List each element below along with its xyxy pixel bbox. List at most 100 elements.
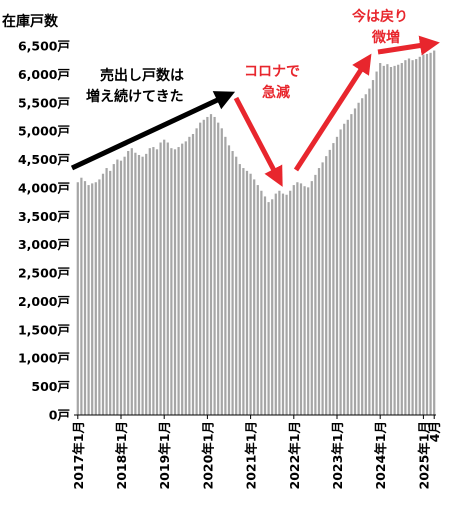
bar	[307, 187, 310, 415]
bar	[260, 190, 263, 415]
y-tick-label: 5,000戸	[18, 124, 70, 139]
y-axis-ticks: 6,500戸 6,000戸 5,500戸 5,000戸 4,500戸 4,000戸 3,50…	[18, 39, 70, 423]
y-tick-label: 500戸	[31, 379, 70, 394]
bar	[199, 122, 202, 415]
y-tick-label: 2,500戸	[18, 266, 70, 281]
bar	[94, 182, 97, 415]
bar	[123, 156, 126, 415]
bar	[112, 164, 115, 415]
bar	[299, 183, 303, 415]
bar	[397, 64, 400, 415]
bar	[263, 196, 267, 415]
bar	[346, 119, 349, 416]
y-tick-label: 6,000戸	[18, 67, 70, 82]
x-axis-ticks: 2017年1月 2018年1月 2019年1月 2020年1月 2021年1月 2022年…	[71, 415, 442, 490]
bar	[418, 56, 421, 415]
bar	[130, 148, 133, 415]
bar	[429, 52, 432, 416]
bar	[76, 182, 79, 415]
bar	[245, 170, 249, 415]
bar	[105, 168, 108, 415]
bar	[238, 164, 241, 415]
x-tick-label: 4月	[427, 421, 442, 442]
bar	[267, 202, 270, 415]
bar	[314, 174, 317, 415]
bar	[274, 193, 277, 415]
bar	[188, 136, 191, 415]
bar	[371, 80, 375, 415]
bar	[289, 190, 292, 415]
bar	[310, 181, 313, 415]
y-axis-title: 在庫戸数	[2, 13, 59, 30]
bar	[332, 143, 335, 415]
bar	[177, 147, 180, 416]
x-tick-label: 2023年1月	[330, 421, 345, 490]
bar	[152, 147, 155, 416]
bar	[425, 53, 429, 415]
bar	[242, 168, 245, 415]
bar	[141, 156, 144, 415]
y-tick-label: 3,000戸	[18, 237, 70, 252]
bar	[253, 179, 256, 415]
y-tick-label: 1,500戸	[18, 322, 70, 337]
bar	[415, 59, 418, 416]
covid-drop-arrow	[233, 96, 283, 187]
bar	[407, 58, 411, 416]
bar	[292, 185, 295, 415]
annotation-covid: コロナで 急減	[244, 64, 305, 101]
bar	[224, 136, 227, 415]
bar	[231, 151, 234, 415]
y-tick-label: 6,500戸	[18, 39, 70, 54]
bar	[256, 185, 259, 415]
bar	[278, 190, 281, 415]
bar	[213, 116, 216, 416]
bar	[134, 152, 137, 416]
bar	[163, 139, 166, 416]
y-tick-label: 1,000戸	[18, 351, 70, 366]
bar	[335, 136, 339, 415]
bar	[101, 173, 105, 415]
bar	[148, 148, 151, 415]
recovery-arrow	[293, 53, 372, 172]
x-tick-label: 2018年1月	[114, 421, 129, 490]
bar	[353, 108, 357, 415]
bar	[137, 155, 141, 415]
bar	[411, 60, 414, 415]
bar	[296, 182, 299, 415]
bars-group	[76, 50, 436, 416]
bar	[155, 149, 159, 415]
bar	[166, 142, 169, 415]
bar	[325, 156, 328, 415]
x-tick-label: 2024年1月	[373, 421, 388, 490]
bar	[368, 88, 371, 415]
bar	[191, 133, 195, 416]
bar	[80, 177, 83, 415]
x-tick-label: 2019年1月	[157, 421, 172, 490]
bar	[119, 160, 123, 415]
bar	[235, 156, 238, 415]
bar	[303, 186, 306, 415]
x-tick-label: 2025年1月	[416, 421, 431, 490]
bar	[83, 181, 87, 415]
bar	[317, 168, 321, 415]
y-tick-label: 3,500戸	[18, 209, 70, 224]
bar	[281, 193, 285, 415]
bar	[422, 54, 425, 416]
bar	[220, 128, 223, 415]
bar	[159, 142, 162, 415]
bar	[361, 98, 364, 415]
bar	[364, 94, 367, 415]
bar	[343, 123, 346, 416]
bar	[195, 128, 198, 415]
bar	[382, 65, 385, 416]
annotation-recovery: 今は戻り 微増	[351, 8, 413, 46]
bar	[209, 114, 213, 416]
x-tick-label: 2020年1月	[200, 421, 215, 490]
y-tick-label: 0戸	[49, 408, 70, 423]
bar	[109, 170, 112, 415]
bar	[127, 151, 130, 415]
bar	[386, 64, 389, 416]
x-tick-label: 2021年1月	[244, 421, 259, 490]
bar	[393, 65, 396, 416]
bar	[217, 122, 220, 415]
